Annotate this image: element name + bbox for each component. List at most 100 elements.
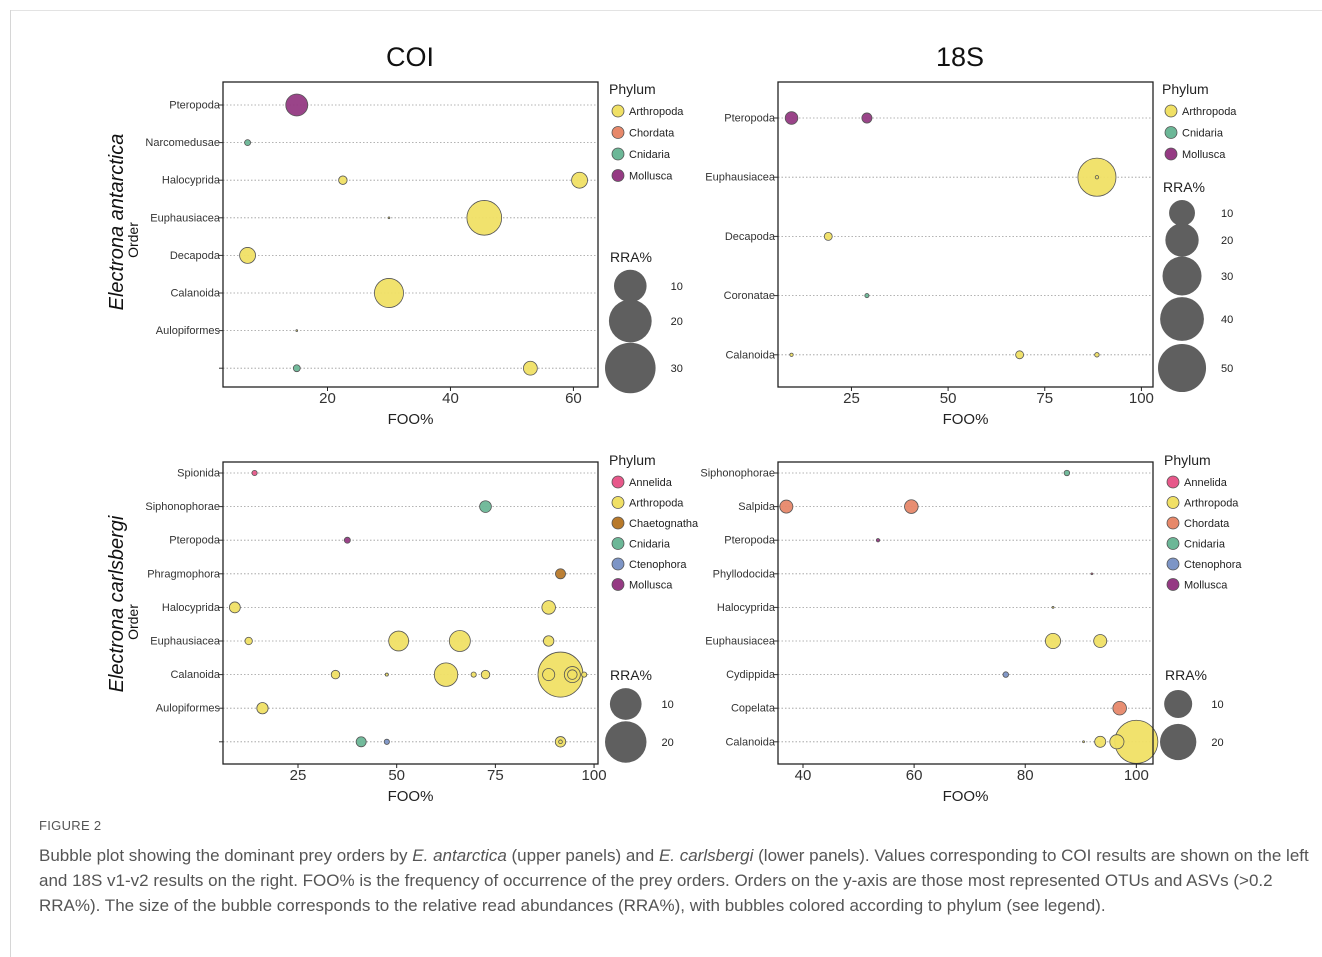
x-tick-label: 80: [1017, 767, 1034, 784]
phylum-legend: Phylum Annelida Arthropoda Chaetognatha Cnid…: [609, 452, 699, 592]
column-title-18s: 18S: [936, 42, 984, 72]
legend-label-chaetognatha: Chaetognatha: [629, 518, 699, 530]
legend-label-arthropoda: Arthropoda: [629, 498, 684, 510]
legend-swatch-arthropoda: [611, 496, 625, 509]
legend-swatch-annelida: [611, 475, 625, 489]
y-tick-label: Copelata: [731, 703, 776, 715]
x-tick-label: 40: [442, 390, 459, 407]
bubble-arthropoda: [384, 672, 389, 677]
legend-title-phylum: Phylum: [1164, 452, 1211, 468]
panel-car_coi: Spionida Siphonophorae Pteropoda Phragmopho…: [145, 452, 699, 805]
bubble-arthropoda: [558, 739, 563, 745]
phylum-legend: Phylum Arthropoda Chordata Cnidaria Mollusca: [609, 81, 684, 183]
y-axis-title-order: Order: [125, 222, 141, 258]
legend-label-chordata: Chordata: [1184, 518, 1230, 530]
caption-species-1: E. antarctica: [412, 846, 507, 865]
legend-size-label: 20: [671, 316, 683, 328]
bubble-arthropoda: [295, 329, 299, 332]
legend-label-mollusca: Mollusca: [1182, 149, 1226, 161]
figure-left-rule: [10, 10, 11, 957]
legend-size-label: 10: [1211, 699, 1223, 711]
bubble-cnidaria: [292, 364, 301, 373]
bubble-cnidaria: [1063, 469, 1071, 477]
y-tick-label: Siphonophorae: [145, 501, 220, 513]
y-tick-label: Halocyprida: [162, 602, 221, 614]
bubble-cnidaria: [479, 500, 492, 513]
legend-size-label: 30: [671, 363, 683, 375]
bubble-arthropoda: [581, 671, 588, 678]
bubble-arthropoda: [466, 200, 503, 236]
y-tick-label: Aulopiformes: [156, 325, 221, 337]
y-tick-label: Phyllodocida: [713, 568, 776, 580]
rra-legend: RRA% 10 20: [1160, 667, 1224, 761]
bubble-arthropoda: [1093, 634, 1108, 648]
figure-caption: FIGURE 2 Bubble plot showing the dominan…: [39, 818, 1309, 918]
figure-top-rule: [10, 10, 1322, 11]
legend-swatch-arthropoda: [1164, 104, 1178, 118]
legend-swatch-arthropoda: [1166, 496, 1180, 509]
legend-swatch-ctenophora: [611, 557, 625, 571]
bubble-arthropoda: [433, 662, 459, 687]
y-tick-label: Pteropoda: [724, 535, 776, 547]
x-tick-label: 60: [906, 767, 923, 784]
y-tick-label: Halocyprida: [717, 602, 776, 614]
y-tick-label: Calanoida: [170, 288, 220, 300]
bubble-cnidaria: [864, 293, 870, 299]
y-tick-label: Euphausiacea: [150, 212, 221, 224]
legend-size-label: 10: [671, 281, 683, 293]
legend-swatch-cnidaria: [611, 147, 625, 161]
caption-part-3: (lower panels). Values corresponding to …: [39, 846, 1309, 915]
x-axis-title: FOO%: [943, 411, 989, 428]
legend-swatch-mollusca: [611, 169, 625, 182]
bubble-arthropoda: [374, 278, 404, 308]
rra-legend: RRA% 10 20 30: [605, 249, 683, 394]
x-tick-label: 25: [843, 390, 860, 407]
bubble-arthropoda: [470, 671, 477, 678]
bubble-cnidaria: [244, 139, 252, 147]
legend-title-rra: RRA%: [1163, 179, 1205, 195]
bubble-arthropoda: [330, 669, 341, 680]
bubble-arthropoda: [1094, 352, 1100, 358]
bubble-arthropoda: [239, 247, 256, 264]
bubble-arthropoda: [244, 636, 253, 646]
caption-text: Bubble plot showing the dominant prey or…: [39, 843, 1309, 918]
y-tick-label: Coronatae: [724, 290, 775, 302]
rra-legend: RRA% 10 20 30 40 50: [1158, 179, 1233, 393]
legend-size-label: 30: [1221, 271, 1233, 283]
caption-part-2: (upper panels) and: [506, 846, 659, 865]
legend-swatch-mollusca: [1164, 147, 1178, 161]
y-axis-title-order: Order: [125, 604, 141, 640]
x-tick-label: 100: [1129, 390, 1154, 407]
plot-frame: [222, 81, 599, 388]
caption-part-1: Bubble plot showing the dominant prey or…: [39, 846, 413, 865]
bubble-arthropoda: [480, 669, 491, 680]
bubble-mollusca: [285, 93, 309, 117]
x-tick-label: 75: [1036, 390, 1053, 407]
legend-size-label: 10: [661, 699, 673, 711]
plot-frame: [777, 81, 1154, 388]
bubble-arthropoda: [542, 635, 555, 647]
x-tick-label: 60: [565, 390, 582, 407]
legend-size-bubble: [1158, 343, 1207, 393]
bubble-arthropoda: [823, 231, 833, 241]
y-tick-label: Salpida: [738, 501, 776, 513]
legend-size-label: 50: [1221, 363, 1233, 375]
panel-ant_coi: Pteropoda Narcomedusae Halocyprida Euphausi…: [145, 81, 684, 428]
bubble-chaetognatha: [555, 568, 566, 580]
y-tick-label: Calanoida: [170, 669, 220, 681]
legend-size-label: 20: [1221, 235, 1233, 247]
legend-size-bubble: [605, 342, 656, 394]
legend-size-bubble: [1162, 256, 1202, 296]
legend-swatch-mollusca: [611, 578, 625, 591]
legend-size-bubble: [613, 269, 647, 303]
bubble-annelida: [251, 469, 258, 477]
bubble-arthropoda: [1051, 606, 1055, 609]
legend-label-chordata: Chordata: [629, 128, 675, 140]
legend-size-bubble: [1160, 297, 1204, 341]
legend-size-label: 10: [1221, 208, 1233, 220]
legend-label-cnidaria: Cnidaria: [1184, 539, 1226, 551]
y-tick-label: Aulopiformes: [156, 703, 221, 715]
legend-swatch-cnidaria: [611, 537, 625, 550]
y-tick-label: Pteropoda: [169, 100, 221, 112]
x-tick-label: 75: [487, 767, 504, 784]
